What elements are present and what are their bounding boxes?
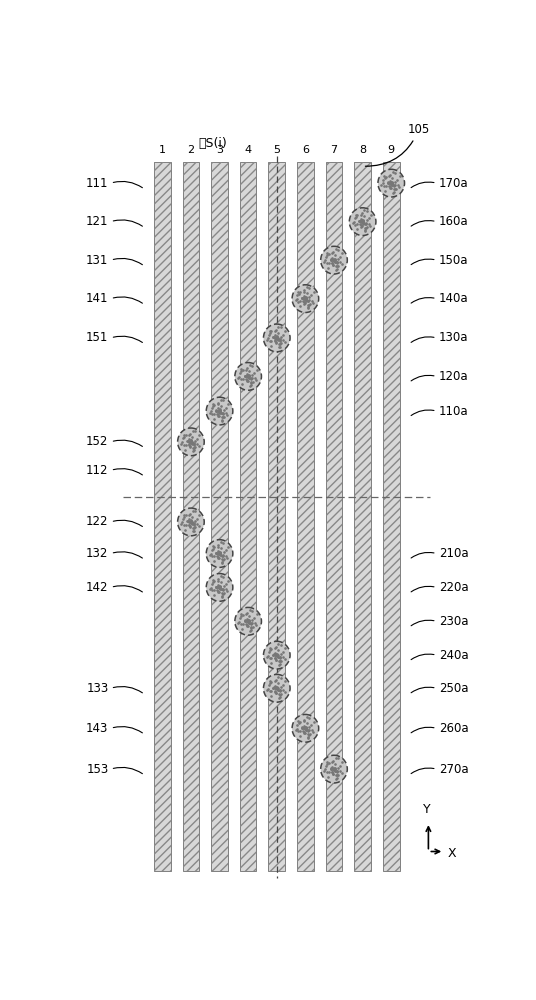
Text: 240a: 240a (439, 649, 468, 662)
Text: 120a: 120a (439, 370, 468, 383)
Bar (269, 162, 285, 871)
Bar (154, 162, 170, 871)
Ellipse shape (264, 641, 290, 669)
Bar (154, 162, 170, 871)
Text: 6: 6 (302, 145, 309, 155)
Ellipse shape (235, 607, 262, 635)
Text: 142: 142 (86, 581, 108, 594)
Ellipse shape (206, 397, 233, 425)
Text: 2: 2 (188, 145, 195, 155)
Text: X: X (448, 847, 456, 860)
Text: 4: 4 (244, 145, 252, 155)
Bar (269, 162, 285, 871)
Bar (383, 162, 399, 871)
Text: 152: 152 (86, 435, 108, 448)
Bar (211, 162, 228, 871)
Text: 140a: 140a (439, 292, 468, 305)
Ellipse shape (292, 714, 319, 742)
Bar (383, 162, 399, 871)
Text: 143: 143 (86, 722, 108, 735)
Text: 151: 151 (86, 331, 108, 344)
Bar (211, 162, 228, 871)
Text: 131: 131 (86, 254, 108, 267)
Bar (183, 162, 199, 871)
Text: 153: 153 (86, 763, 108, 776)
Ellipse shape (264, 324, 290, 352)
Text: Y: Y (422, 803, 430, 816)
Text: 111: 111 (86, 177, 108, 190)
Ellipse shape (235, 363, 262, 390)
Text: 5: 5 (273, 145, 280, 155)
Bar (240, 162, 256, 871)
Bar (183, 162, 199, 871)
Bar (297, 162, 314, 871)
Text: 230a: 230a (439, 615, 468, 628)
Text: 110a: 110a (439, 405, 468, 418)
Text: 270a: 270a (439, 763, 468, 776)
Ellipse shape (206, 540, 233, 567)
Ellipse shape (292, 285, 319, 312)
Bar (354, 162, 371, 871)
Ellipse shape (177, 508, 204, 536)
Text: 3: 3 (216, 145, 223, 155)
Text: 8: 8 (359, 145, 366, 155)
Bar (326, 162, 343, 871)
Text: 150a: 150a (439, 254, 468, 267)
Text: 9: 9 (388, 145, 395, 155)
Text: 210a: 210a (439, 547, 468, 560)
Text: 112: 112 (86, 464, 108, 477)
Text: 130a: 130a (439, 331, 468, 344)
Text: 121: 121 (86, 215, 108, 228)
Bar (240, 162, 256, 871)
Text: 条S(i): 条S(i) (198, 137, 227, 150)
Ellipse shape (321, 755, 347, 783)
Text: 170a: 170a (439, 177, 468, 190)
Ellipse shape (206, 574, 233, 601)
Text: 105: 105 (366, 123, 430, 166)
Text: 132: 132 (86, 547, 108, 560)
Text: 141: 141 (86, 292, 108, 305)
Text: 250a: 250a (439, 682, 468, 695)
Bar (354, 162, 371, 871)
Text: 1: 1 (159, 145, 166, 155)
Text: 260a: 260a (439, 722, 468, 735)
Ellipse shape (177, 428, 204, 456)
Ellipse shape (321, 246, 347, 274)
Ellipse shape (378, 169, 405, 197)
Text: 133: 133 (86, 682, 108, 695)
Text: 7: 7 (331, 145, 338, 155)
Bar (326, 162, 343, 871)
Text: 160a: 160a (439, 215, 468, 228)
Ellipse shape (264, 674, 290, 702)
Ellipse shape (349, 208, 376, 235)
Text: 220a: 220a (439, 581, 468, 594)
Bar (297, 162, 314, 871)
Text: 122: 122 (86, 515, 108, 528)
